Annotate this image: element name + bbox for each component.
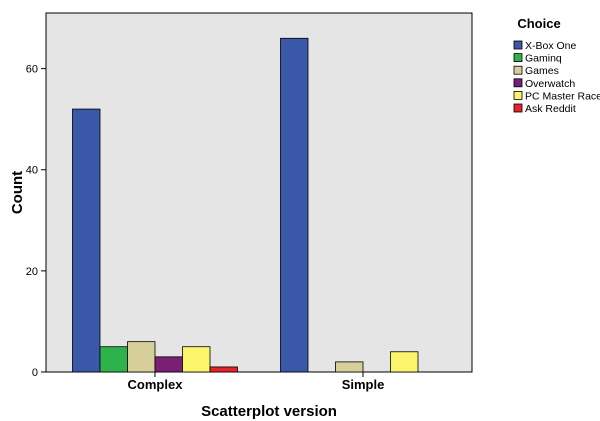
bar-complex-pc-master-race <box>182 346 211 373</box>
bars <box>72 37 419 373</box>
legend-label: Ask Reddit <box>525 103 576 115</box>
y-tick-label: 0 <box>32 367 38 379</box>
y-tick-label: 20 <box>26 266 38 278</box>
x-tick-label: Complex <box>128 377 184 392</box>
bar-complex-overwatch <box>154 356 183 373</box>
legend-label: Gaminq <box>525 53 562 65</box>
y-axis-title: Count <box>9 171 26 214</box>
y-tick-label: 60 <box>26 64 38 76</box>
legend-swatch <box>513 40 523 50</box>
x-axis-title: Scatterplot version <box>201 403 337 420</box>
plot-background <box>45 12 473 373</box>
x-axis: Complex Simple <box>128 372 385 392</box>
y-axis: 0 20 40 60 <box>26 64 46 379</box>
bar-complex-x-box-one <box>72 108 101 373</box>
bar-simple-pc-master-race <box>390 351 419 373</box>
legend-swatch <box>513 53 523 62</box>
bar-simple-x-box-one <box>280 37 309 373</box>
legend-label: PC Master Race <box>525 90 600 102</box>
bar-complex-games <box>127 341 156 373</box>
legend-label: Games <box>525 65 559 77</box>
legend-label: X-Box One <box>525 40 577 52</box>
legend-swatch <box>513 78 523 88</box>
legend-swatch <box>513 103 523 113</box>
legend-label: Overwatch <box>525 78 575 90</box>
bar-complex-gaminq <box>99 346 128 373</box>
x-tick-label: Simple <box>342 377 385 392</box>
bar-simple-games <box>335 361 364 373</box>
y-tick-label: 40 <box>26 165 38 177</box>
bar-complex-ask-reddit <box>209 366 238 373</box>
legend-swatch <box>513 91 523 100</box>
legend-swatch <box>513 65 523 75</box>
legend-title: Choice <box>517 16 560 31</box>
